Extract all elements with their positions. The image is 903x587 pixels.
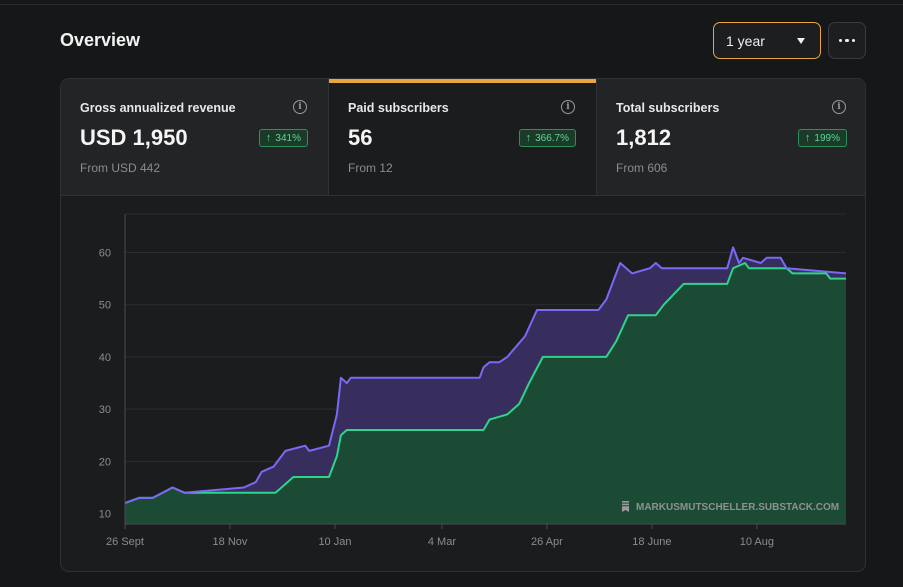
x-tick-label: 18 Nov <box>213 536 248 548</box>
stat-from: From 606 <box>616 161 668 175</box>
arrow-up-icon: ↑ <box>265 132 272 144</box>
y-tick-label: 20 <box>99 456 111 468</box>
series-line-upper <box>124 246 847 505</box>
chart-area: 10 20 30 40 50 60 26 Sept 18 Nov 10 Jan 4 Mar 26 A… <box>61 196 865 571</box>
more-dot-icon <box>845 38 849 43</box>
stat-value: USD 1,950 <box>80 125 188 150</box>
change-badge: ↑ 341% <box>258 129 308 147</box>
y-tick-label: 40 <box>99 352 111 364</box>
chart-areas <box>125 247 846 525</box>
stat-value: 56 <box>348 125 373 150</box>
x-tick-label: 10 Aug <box>740 536 774 548</box>
subscribers-chart: 10 20 30 40 50 60 26 Sept 18 Nov 10 Jan 4 Mar 26 A… <box>99 213 847 548</box>
y-tick-label: 10 <box>99 509 111 521</box>
stat-card-gross-revenue[interactable]: Gross annualized revenue i USD 1,950 ↑ 3… <box>61 79 329 195</box>
stat-label: Gross annualized revenue <box>80 101 236 115</box>
stats-row: Gross annualized revenue i USD 1,950 ↑ 3… <box>61 79 865 196</box>
watermark: MARKUSMUTSCHELLER.SUBSTACK.COM <box>622 501 839 513</box>
x-tick-label: 26 Sept <box>106 536 144 548</box>
x-tick-label: 4 Mar <box>428 536 456 548</box>
y-tick-label: 50 <box>99 300 111 312</box>
more-options-button[interactable] <box>828 22 866 59</box>
stat-card-paid-subscribers[interactable]: Paid subscribers i 56 ↑ 366.7% From 12 <box>329 79 597 195</box>
stat-card-total-subscribers[interactable]: Total subscribers i 1,812 ↑ 199% From 60… <box>597 79 865 195</box>
x-tick-label: 18 June <box>632 536 671 548</box>
chart-axes <box>124 214 846 529</box>
series-area-lower <box>125 263 846 524</box>
substack-icon <box>622 501 629 512</box>
stat-value: 1,812 <box>616 125 672 150</box>
stat-from: From USD 442 <box>80 161 161 175</box>
page-title: Overview <box>60 30 141 50</box>
chart-labels: 10 20 30 40 50 60 26 Sept 18 Nov 10 Jan 4 Mar 26 A… <box>99 248 774 548</box>
chart-lines <box>124 246 847 505</box>
y-tick-label: 30 <box>99 404 111 416</box>
range-select[interactable]: 1 year <box>713 22 821 59</box>
arrow-up-icon: ↑ <box>525 132 532 144</box>
info-icon[interactable]: i <box>832 100 846 114</box>
more-dot-icon <box>851 38 856 43</box>
change-badge: ↑ 366.7% <box>518 129 576 147</box>
x-tick-label: 26 Apr <box>531 536 563 548</box>
stat-label: Total subscribers <box>616 101 720 115</box>
top-divider <box>0 4 903 5</box>
x-tick-label: 10 Jan <box>318 536 351 548</box>
change-badge-value: 341% <box>275 132 301 144</box>
change-badge-value: 199% <box>814 132 840 144</box>
watermark-text: MARKUSMUTSCHELLER.SUBSTACK.COM <box>636 502 839 513</box>
change-badge-value: 366.7% <box>535 132 569 144</box>
range-select-label: 1 year <box>726 32 765 49</box>
series-line-lower <box>124 262 846 505</box>
change-badge: ↑ 199% <box>797 129 847 147</box>
arrow-up-icon: ↑ <box>804 132 811 144</box>
caret-down-icon <box>797 37 805 44</box>
y-tick-label: 60 <box>99 248 111 260</box>
overview-panel: Gross annualized revenue i USD 1,950 ↑ 3… <box>60 78 866 572</box>
info-icon[interactable]: i <box>293 100 307 114</box>
stat-from: From 12 <box>348 161 393 175</box>
more-dot-icon <box>838 38 843 43</box>
stat-label: Paid subscribers <box>348 101 449 115</box>
info-icon[interactable]: i <box>561 100 575 114</box>
